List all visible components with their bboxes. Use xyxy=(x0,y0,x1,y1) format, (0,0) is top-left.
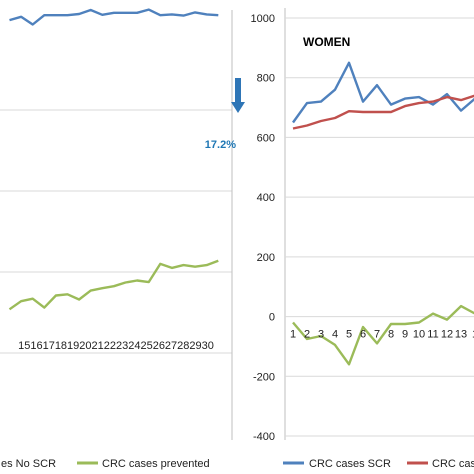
x-tick-label: 9 xyxy=(402,329,408,341)
x-tick-label: 10 xyxy=(413,329,425,341)
y-tick-label: 800 xyxy=(257,73,275,85)
percent-change-annotation: 17.2% xyxy=(205,139,236,151)
left-chart-panel: 15161718192021222324252627282930 17.2% e… xyxy=(0,8,245,470)
x-tick-label: 8 xyxy=(388,329,394,341)
series-line-crc-cases-prevented xyxy=(8,259,219,311)
x-tick-label: 7 xyxy=(374,329,380,341)
chart-title: WOMEN xyxy=(303,35,350,49)
legend-label-scr: CRC cases SCR xyxy=(309,458,391,470)
x-tick-label: 5 xyxy=(346,329,352,341)
y-tick-label: -200 xyxy=(253,371,275,383)
x-tick-label: 2 xyxy=(304,329,310,341)
y-tick-label: 600 xyxy=(257,132,275,144)
x-tick-label: 11 xyxy=(427,329,438,341)
y-tick-label: 400 xyxy=(257,192,275,204)
y-tick-label: -400 xyxy=(253,431,275,443)
series-line-crc-cases-scr xyxy=(9,8,219,26)
x-tick-label: 1 xyxy=(472,329,474,341)
y-tick-label: 1000 xyxy=(251,13,275,25)
y-tick-label: 200 xyxy=(257,252,275,264)
y-tick-label: 0 xyxy=(269,312,275,324)
x-tick-label: 4 xyxy=(332,329,338,341)
legend-label-prevented: CRC cases prevented xyxy=(102,458,210,470)
x-tick-label: 1 xyxy=(290,329,296,341)
x-tick-label: 13 xyxy=(455,329,467,341)
left-x-tick-labels: 15161718192021222324252627282930 xyxy=(18,340,214,352)
x-tick-label: 3 xyxy=(318,329,324,341)
x-tick-label: 6 xyxy=(360,329,366,341)
series-line-crc-cases-no-scr xyxy=(292,94,474,130)
down-arrow-icon xyxy=(231,78,245,113)
legend-label-no-scr-right: CRC cas xyxy=(432,458,474,470)
x-tick-label: 12 xyxy=(441,329,453,341)
series-line-crc-cases-prevented xyxy=(292,304,474,366)
series-line-crc-cases-scr xyxy=(292,61,474,124)
legend-label-no-scr: es No SCR xyxy=(1,458,56,470)
